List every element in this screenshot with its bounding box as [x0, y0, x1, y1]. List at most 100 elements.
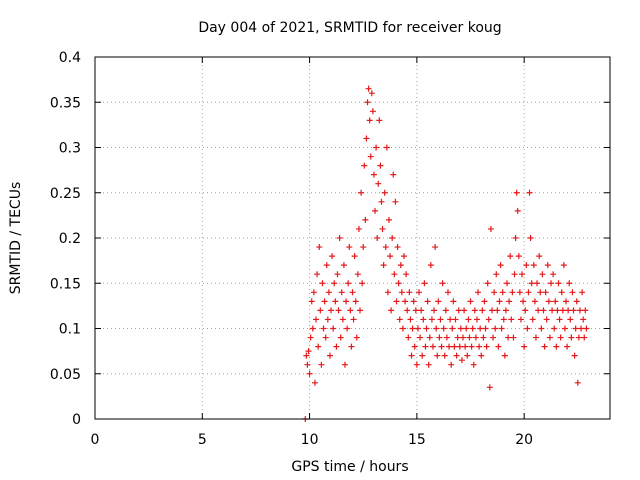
data-point: [508, 316, 515, 323]
data-point: [429, 343, 436, 350]
data-point: [571, 352, 578, 359]
data-point: [377, 162, 384, 169]
data-point: [461, 307, 468, 314]
data-point: [504, 280, 510, 287]
data-point: [567, 316, 574, 323]
data-point: [437, 316, 444, 323]
data-point: [463, 325, 470, 332]
data-point: [466, 334, 473, 341]
data-point: [499, 289, 506, 296]
y-tick-label: 0.4: [59, 50, 81, 66]
data-point: [500, 316, 507, 323]
data-point: [512, 235, 519, 241]
data-point: [456, 343, 463, 350]
data-point: [442, 307, 449, 314]
data-point: [564, 343, 571, 350]
data-point: [468, 343, 475, 350]
data-point: [493, 271, 500, 278]
data-point: [488, 307, 495, 314]
data-point: [379, 225, 386, 232]
data-point: [348, 343, 355, 350]
data-point: [358, 189, 365, 196]
data-point: [408, 352, 415, 359]
data-point: [320, 325, 327, 332]
data-point: [467, 298, 474, 305]
data-point: [351, 253, 358, 260]
data-point: [531, 298, 538, 305]
data-point: [492, 325, 499, 332]
data-point: [357, 307, 364, 314]
data-point: [385, 216, 392, 223]
x-tick-label: 0: [91, 432, 100, 448]
data-point: [477, 325, 484, 332]
x-tick-label: 5: [198, 432, 207, 448]
data-point: [557, 334, 564, 341]
data-point: [556, 316, 563, 323]
data-point: [547, 280, 554, 287]
y-tick-label: 0.35: [50, 95, 81, 111]
data-point: [524, 325, 531, 332]
data-point: [316, 244, 323, 251]
x-axis-label: GPS time / hours: [291, 459, 408, 475]
data-point: [526, 189, 533, 196]
x-tick-label: 15: [408, 432, 426, 448]
data-point: [410, 298, 417, 305]
data-point: [572, 325, 579, 332]
data-point: [457, 325, 464, 332]
data-point: [367, 153, 374, 160]
data-point: [470, 361, 477, 368]
data-point: [411, 343, 418, 350]
data-point: [364, 99, 371, 106]
data-point: [565, 307, 572, 314]
data-point: [560, 262, 567, 269]
data-point: [344, 325, 351, 332]
data-point: [465, 316, 472, 323]
data-point: [527, 235, 534, 241]
data-point: [375, 180, 382, 187]
data-point: [517, 316, 524, 323]
data-point: [359, 280, 366, 287]
data-point: [407, 316, 414, 323]
y-tick-label: 0.2: [59, 231, 81, 247]
data-point: [551, 325, 558, 332]
data-point: [322, 334, 329, 341]
data-point: [535, 307, 542, 314]
data-point: [431, 307, 438, 314]
data-point: [540, 307, 547, 314]
data-point: [382, 244, 389, 251]
data-point: [582, 307, 589, 314]
data-point: [443, 334, 450, 341]
data-point: [576, 307, 583, 314]
data-point: [401, 253, 407, 260]
data-point: [558, 289, 565, 296]
data-point: [554, 307, 561, 314]
data-point: [495, 343, 502, 350]
data-point: [569, 289, 576, 296]
data-point: [405, 334, 412, 341]
data-point: [452, 316, 459, 323]
data-point: [406, 289, 413, 296]
data-point: [346, 244, 353, 251]
data-point: [305, 348, 312, 355]
data-point: [326, 352, 333, 359]
data-point: [388, 307, 395, 314]
data-point: [483, 343, 490, 350]
data-point: [373, 144, 380, 151]
data-point: [538, 325, 545, 332]
data-point: [532, 334, 539, 341]
data-point: [370, 171, 377, 178]
data-point: [424, 298, 431, 305]
data-point: [484, 280, 491, 287]
data-point: [482, 325, 489, 332]
data-point: [328, 307, 335, 314]
data-point: [494, 307, 501, 314]
data-point: [496, 298, 503, 305]
data-point: [355, 225, 362, 232]
data-point: [361, 162, 368, 169]
data-point: [353, 334, 360, 341]
data-point: [381, 189, 388, 196]
data-point: [332, 298, 339, 305]
data-point: [314, 271, 321, 278]
data-point: [350, 316, 357, 323]
data-point: [486, 384, 493, 391]
